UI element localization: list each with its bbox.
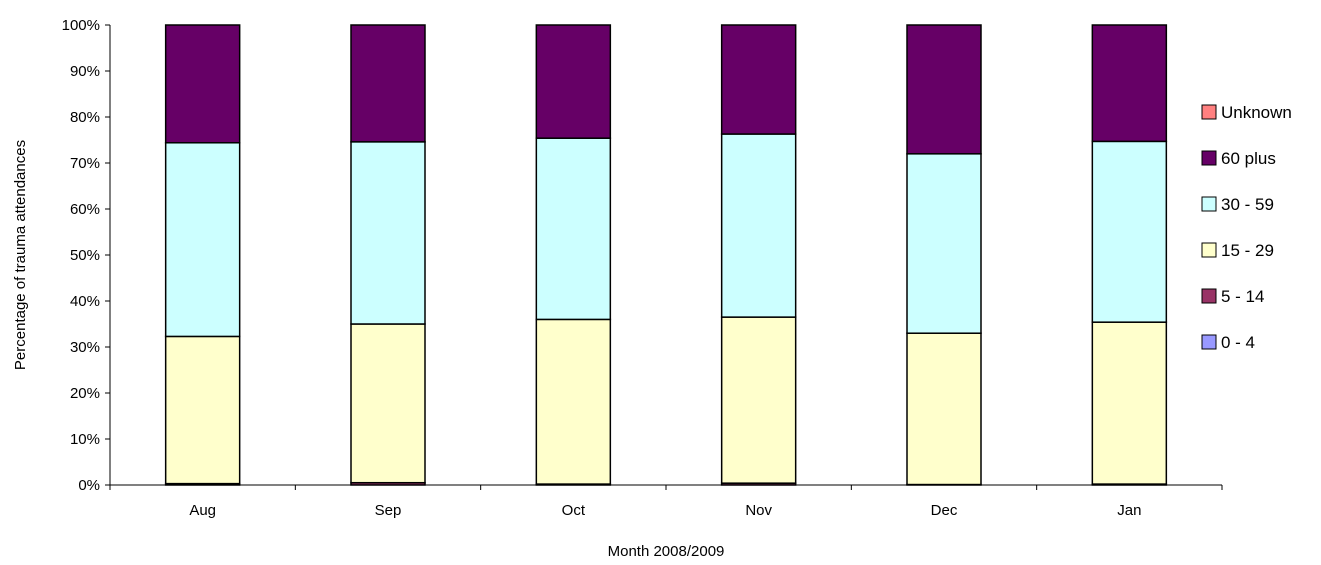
legend-label-60-plus: 60 plus xyxy=(1221,149,1276,168)
x-tick-label-dec: Dec xyxy=(931,502,958,519)
x-tick-label-aug: Aug xyxy=(189,502,216,519)
legend-swatch-5-14 xyxy=(1201,288,1217,304)
y-axis-title: Percentage of trauma attendances xyxy=(12,140,29,370)
x-ticks: Aug Sep Oct Nov Dec Jan xyxy=(109,485,1223,519)
y-tick-label: 10% xyxy=(70,431,100,448)
y-tick-label: 40% xyxy=(70,293,100,310)
bar-sep-60-plus xyxy=(350,24,426,143)
legend-label-unknown: Unknown xyxy=(1221,103,1292,122)
bar-nov-30-59 xyxy=(720,133,797,318)
bar-jan-15-29 xyxy=(1091,321,1168,485)
bar-aug-60-plus xyxy=(164,24,241,144)
y-tick-label: 70% xyxy=(70,155,100,172)
y-ticks: 0% 10% 20% 30% 40% 50% 60% 70% 80% 90% 100% xyxy=(62,17,110,494)
bars-layer xyxy=(164,24,1168,486)
y-tick-label: 0% xyxy=(78,477,100,494)
y-tick-label: 90% xyxy=(70,63,100,80)
axes-layer xyxy=(109,25,1222,486)
legend-swatch-60-plus xyxy=(1201,150,1217,166)
bar-jan-30-59 xyxy=(1091,140,1168,323)
bar-nov-60-plus xyxy=(720,24,797,135)
bar-oct-60-plus xyxy=(535,24,612,139)
legend-label-0-4: 0 - 4 xyxy=(1221,333,1255,352)
x-axis-title: Month 2008/2009 xyxy=(608,543,725,560)
y-tick-label: 30% xyxy=(70,339,100,356)
y-tick-label: 50% xyxy=(70,247,100,264)
bar-dec-60-plus xyxy=(906,24,982,155)
x-tick-label-nov: Nov xyxy=(745,502,772,519)
bar-nov-15-29 xyxy=(720,316,797,484)
bar-dec-30-59 xyxy=(906,153,982,334)
bar-dec-15-29 xyxy=(906,332,982,486)
bar-jan-60-plus xyxy=(1091,24,1168,143)
legend-swatch-unknown xyxy=(1201,104,1217,120)
legend-swatch-15-29 xyxy=(1201,242,1217,258)
bar-oct-30-59 xyxy=(535,137,612,321)
bar-sep-30-59 xyxy=(350,141,426,325)
legend-label-30-59: 30 - 59 xyxy=(1221,195,1274,214)
legend-label-5-14: 5 - 14 xyxy=(1221,287,1264,306)
y-tick-label: 60% xyxy=(70,201,100,218)
bar-aug-15-29 xyxy=(164,335,241,485)
bar-oct-15-29 xyxy=(535,318,612,485)
x-tick-label-jan: Jan xyxy=(1117,502,1141,519)
legend-label-15-29: 15 - 29 xyxy=(1221,241,1274,260)
bar-aug-30-59 xyxy=(164,142,241,338)
y-tick-label: 20% xyxy=(70,385,100,402)
legend-swatch-30-59 xyxy=(1201,196,1217,212)
legend: Unknown 60 plus 30 - 59 15 - 29 5 - 14 0 - 4 xyxy=(1201,103,1292,352)
x-tick-label-oct: Oct xyxy=(562,502,586,519)
y-tick-label: 80% xyxy=(70,109,100,126)
legend-swatch-0-4 xyxy=(1201,334,1217,350)
y-tick-label: 100% xyxy=(62,17,100,34)
bar-sep-15-29 xyxy=(350,323,426,484)
x-tick-label-sep: Sep xyxy=(375,502,402,519)
